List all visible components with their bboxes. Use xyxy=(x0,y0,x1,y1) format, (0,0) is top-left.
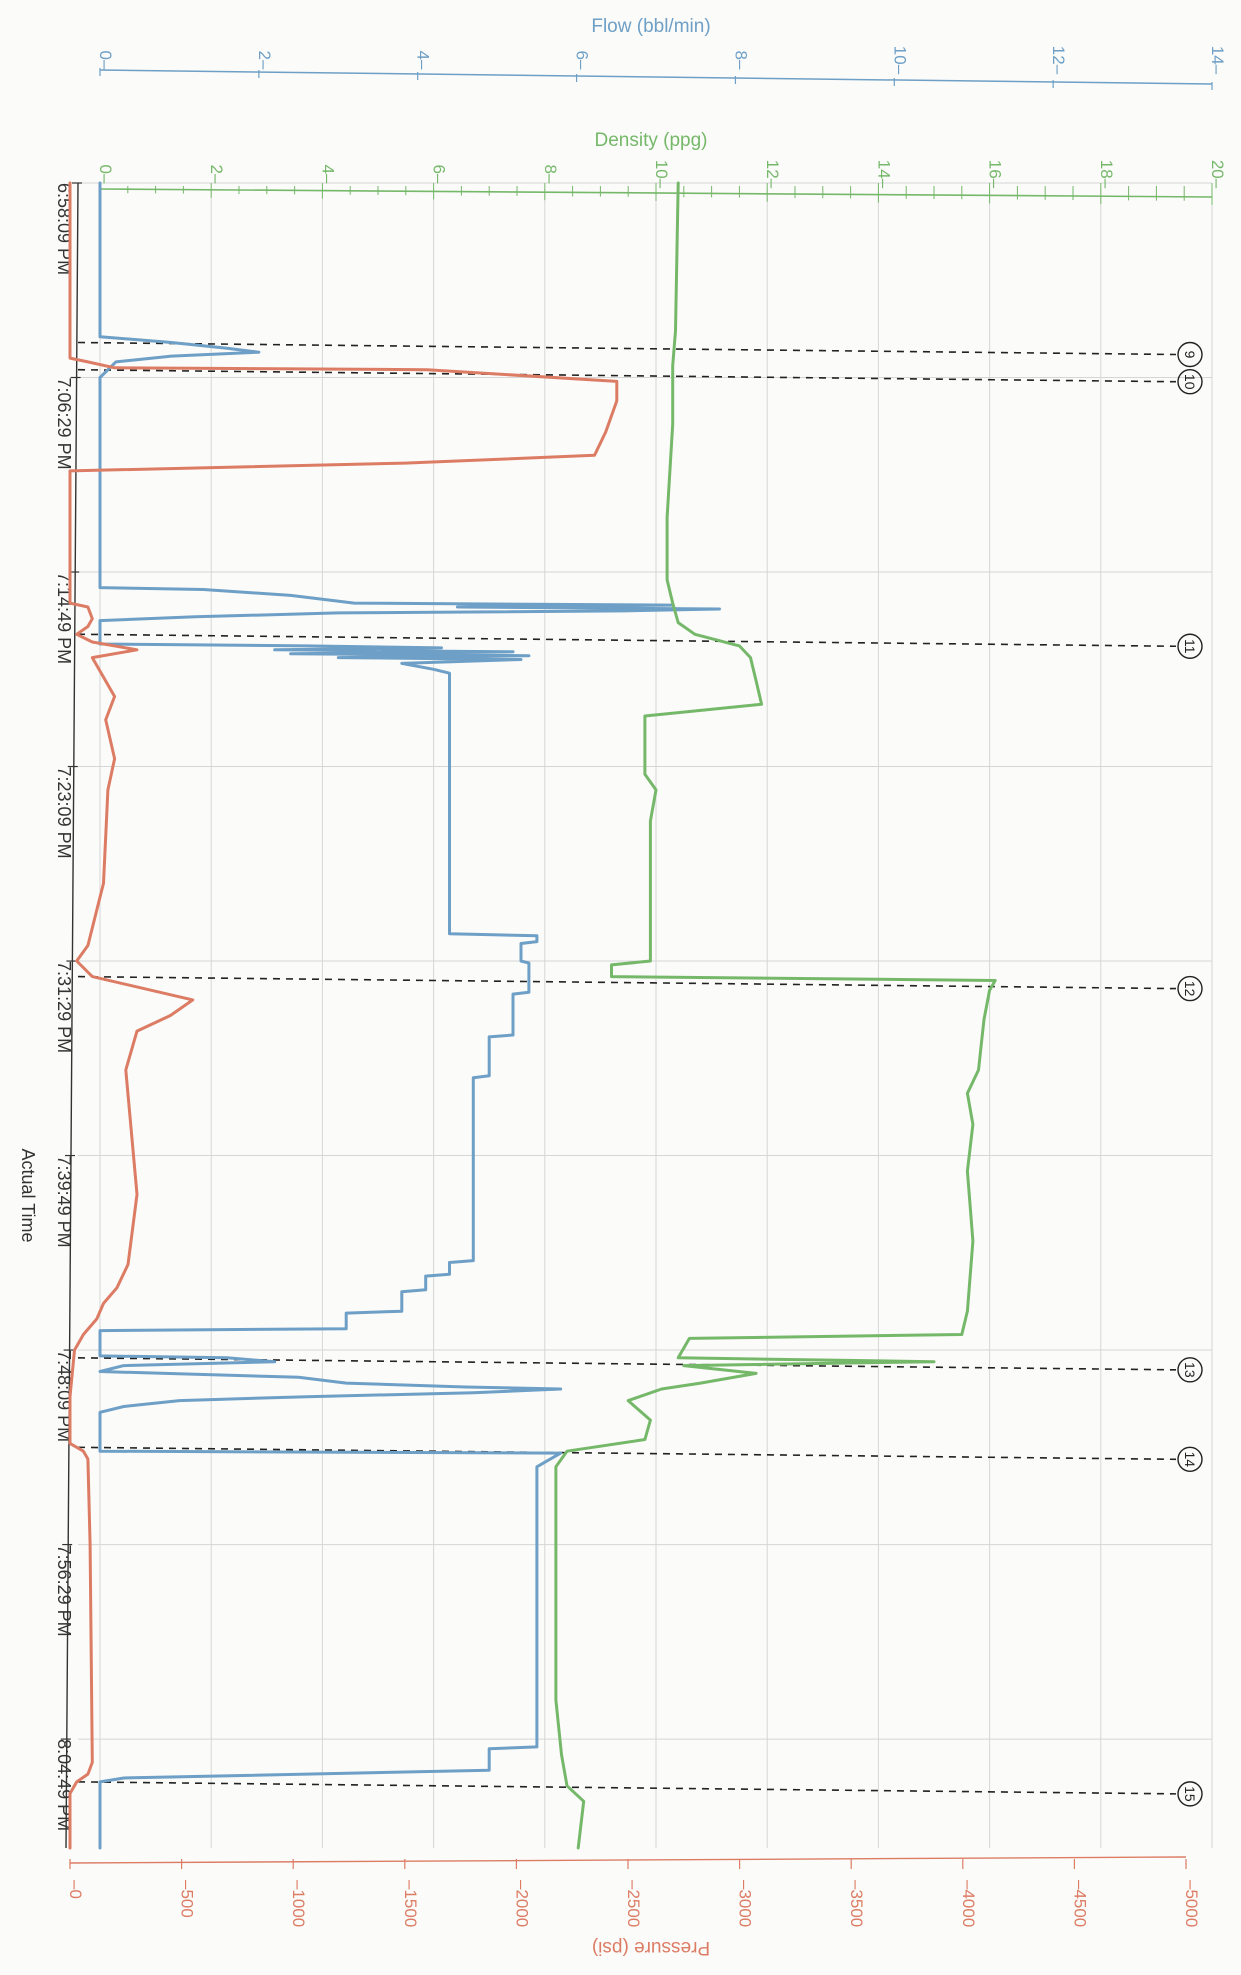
flow-axis-title: Flow (bbl/min) xyxy=(591,16,710,37)
series-line-density xyxy=(554,181,997,1850)
pressure-tick-label: –500 xyxy=(178,1880,197,1918)
pressure-tick-label: –3000 xyxy=(736,1880,755,1927)
time-axis-line xyxy=(65,182,79,1849)
density-tick-label: 4– xyxy=(318,165,337,184)
flow-tick-label: 10– xyxy=(890,46,909,75)
pressure-tick-label: –5000 xyxy=(1182,1880,1201,1927)
time-tick-label: 7:23:09 PM xyxy=(54,767,74,859)
axes: 0– 2– 4– 6– 8– 10– 12– 14– 0– 2– 4– 6– 8– 10– 12– 14– 16… xyxy=(54,46,1227,1927)
flow-axis-line xyxy=(99,69,1213,85)
pressure-tick-label: –2000 xyxy=(512,1880,531,1927)
event-label: 9 xyxy=(1182,351,1198,359)
event-marker xyxy=(1177,369,1203,395)
flow-tick-label: 0– xyxy=(96,51,115,70)
pressure-axis-title: Pressure (psi) xyxy=(592,1937,710,1958)
event-marker xyxy=(1177,1781,1203,1807)
flow-tick-label: 12– xyxy=(1049,46,1068,75)
pressure-tick-label: –1000 xyxy=(289,1880,308,1927)
event-line xyxy=(77,975,1177,990)
event-label: 11 xyxy=(1182,639,1198,654)
pressure-tick-label: –3500 xyxy=(847,1880,866,1927)
time-tick-label: 7:31:29 PM xyxy=(54,961,74,1053)
event-marker xyxy=(1177,633,1203,659)
event-label: 12 xyxy=(1182,981,1198,997)
flow-tick-label: 14– xyxy=(1208,46,1227,75)
density-axis-title: Density (ppg) xyxy=(595,130,708,151)
time-axis-title: Actual Time xyxy=(18,1148,38,1242)
density-tick-label: 14– xyxy=(874,160,893,189)
pressure-tick-label: –0 xyxy=(66,1880,85,1899)
event-line xyxy=(77,1446,1177,1461)
pressure-tick-label: –4500 xyxy=(1070,1880,1089,1927)
density-tick-label: 20– xyxy=(1208,160,1227,189)
event-label: 14 xyxy=(1182,1452,1198,1468)
time-tick-label: 7:39:49 PM xyxy=(54,1156,74,1248)
event-label: 15 xyxy=(1182,1786,1198,1802)
grid xyxy=(78,182,1213,1848)
pressure-tick-label: –4000 xyxy=(959,1880,978,1927)
event-marker xyxy=(1177,1357,1203,1383)
event-markers: 9 10 11 12 13 14 15 xyxy=(77,341,1203,1807)
event-marker xyxy=(1177,1446,1203,1473)
flow-tick-label: 4– xyxy=(414,51,433,70)
density-tick-label: 18– xyxy=(1097,160,1116,189)
event-line xyxy=(77,341,1177,356)
density-tick-label: 12– xyxy=(763,160,782,189)
event-marker xyxy=(1177,975,1203,1002)
density-tick-label: 8– xyxy=(541,165,560,184)
density-tick-label: 6– xyxy=(430,165,449,184)
density-tick-label: 10– xyxy=(652,160,671,189)
series-line-pressure xyxy=(68,181,619,1850)
density-tick-label: 2– xyxy=(207,165,226,184)
time-tick-label: 7:06:29 PM xyxy=(54,378,74,470)
series-line-flow xyxy=(98,181,721,1850)
event-line xyxy=(77,633,1177,648)
density-tick-label: 0– xyxy=(96,165,115,184)
event-line xyxy=(77,368,1177,383)
event-line xyxy=(77,1781,1177,1795)
density-tick-label: 16– xyxy=(986,160,1005,189)
flow-tick-label: 8– xyxy=(731,51,750,70)
time-tick-label: 7:56:29 PM xyxy=(54,1545,74,1637)
flow-tick-label: 6– xyxy=(573,51,592,70)
event-label: 10 xyxy=(1182,374,1198,390)
series-lines xyxy=(68,181,997,1850)
event-marker xyxy=(1177,341,1203,368)
flow-tick-label: 2– xyxy=(255,51,274,70)
pressure-tick-label: –2500 xyxy=(624,1880,643,1927)
event-label: 13 xyxy=(1182,1362,1198,1378)
pressure-tick-label: –1500 xyxy=(401,1880,420,1927)
